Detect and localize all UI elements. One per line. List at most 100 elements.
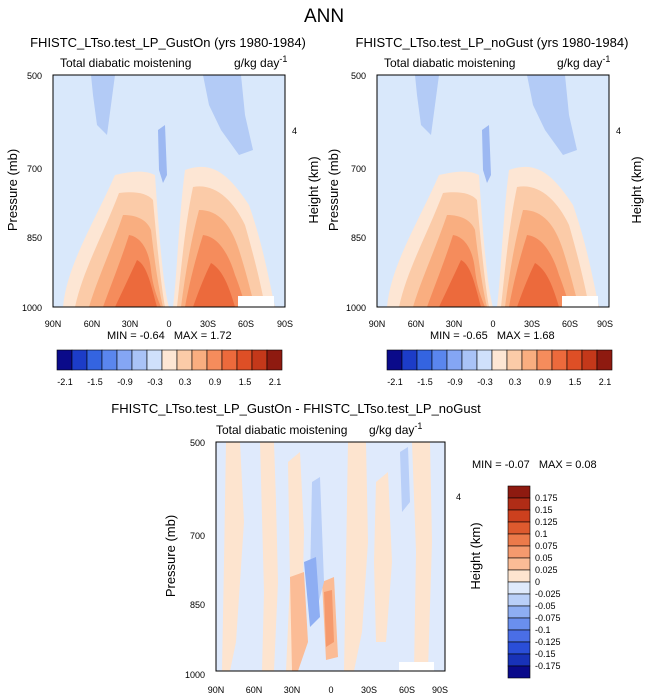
colorbar-swatch [191,349,208,371]
panel-1-colorbar-label: -1.5 [87,377,103,387]
panel-2-x-tick-label: 60S [562,319,578,329]
panel-3-contour-pos-strip-5 [374,472,392,642]
colorbar-swatch [161,349,178,371]
panel-3-colorbar-label: 0.1 [535,529,548,539]
panel-3-colorbar-label: -0.15 [535,649,556,659]
panel-1-y-axis-title: Pressure (mb) [5,149,20,231]
panel-1-y-tick-label: 850 [27,233,42,243]
colorbar-swatch [476,349,493,371]
colorbar-swatch [416,349,433,371]
colorbar-swatch [551,349,568,371]
panel-1-plot-area [52,74,286,308]
panel-3-colorbar-label: -0.05 [535,601,556,611]
panel-3-contour-pos-strip-6 [412,442,432,671]
panel-1-contour-pos-5b [193,263,235,307]
panel-2-missing-region [562,296,598,307]
panel-1-x-tick-label: 90S [277,319,293,329]
panel-1-right-tick-label: 4 [292,126,297,136]
panel-3-colorbar-label: 0.175 [535,493,558,503]
panel-2-colorbar-label: -2.1 [387,377,403,387]
panel-3-plot-area [215,441,446,672]
colorbar-swatch [386,349,403,371]
panel-3-contour-pos-strip-4 [344,442,368,671]
colorbar-swatch [401,349,418,371]
colorbar-swatch [596,349,613,371]
panel-3-x-tick-label: 90N [208,685,225,695]
colorbar-swatch [507,641,531,655]
panel-1-plot-frame [52,74,286,308]
panel-2-variable-label: Total diabatic moistening [384,56,515,70]
panel-2-plot-area [376,74,610,308]
colorbar-swatch [521,349,538,371]
panel-3-colorbar-label: 0.05 [535,553,553,563]
panel-3-y-tick-label: 850 [190,600,205,610]
panel-3-contour-neg-2 [304,557,320,627]
panel-2-y-tick-label: 850 [351,233,366,243]
panel-3-title: FHISTC_LTso.test_LP_GustOn - FHISTC_LTso… [111,401,481,416]
panel-1-colorbar-label: -0.9 [117,377,133,387]
colorbar-swatch [507,617,531,631]
colorbar-swatch [507,497,531,511]
panel-1-contour-blue-equator [158,125,167,183]
panel-2-contour-pos-5 [439,260,481,307]
panel-3-y-tick-label: 500 [190,438,205,448]
panel-3-x-tick-label: 90S [432,685,448,695]
colorbar-swatch [251,349,268,371]
colorbar-swatch [86,349,103,371]
panel-3-x-tick-label: 30S [361,685,377,695]
panel-2-colorbar-label: -0.9 [447,377,463,387]
panel-3-units: g/kg day-1 [369,421,422,437]
colorbar-swatch [236,349,253,371]
panel-1-y-tick-label: 500 [27,71,42,81]
panel-3-contour-pos-core-3 [324,590,334,647]
panel-1-colorbar-label: 1.5 [239,377,252,387]
panel-1-title: FHISTC_LTso.test_LP_GustOn (yrs 1980-198… [30,35,306,50]
panel-1-units: g/kg day-1 [234,54,287,70]
colorbar-swatch [431,349,448,371]
panel-no-gust: FHISTC_LTso.test_LP_noGust (yrs 1980-198… [326,35,644,387]
colorbar-swatch [266,349,283,371]
panel-1-colorbar-label: 0.9 [209,377,222,387]
panel-1-contour-blue-north [91,75,115,135]
panel-3-colorbar-label: 0.15 [535,505,553,515]
panel-3-contour-pos-strip-1 [222,442,244,671]
panel-2-colorbar-label: 0.9 [539,377,552,387]
panel-2-contour-blue-equator [482,125,491,183]
panel-1-colorbar-label: -0.3 [147,377,163,387]
panel-3-colorbar-label: 0.075 [535,541,558,551]
colorbar-swatch [507,605,531,619]
panel-3-colorbar-label: -0.1 [535,625,551,635]
colorbar-swatch [116,349,133,371]
panel-3-colorbar-label: -0.025 [535,589,561,599]
panel-2-right-axis-title: Height (km) [629,156,644,223]
panel-3-stats: MIN = -0.07 MAX = 0.08 [472,459,597,471]
colorbar-swatch [71,349,88,371]
colorbar-swatch [101,349,118,371]
panel-2-y-tick-label: 500 [351,71,366,81]
panel-3-missing-region [399,662,434,671]
panel-2-title: FHISTC_LTso.test_LP_noGust (yrs 1980-198… [356,35,629,50]
panel-2-contour-blue-north [415,75,439,135]
panel-3-colorbar-label: -0.175 [535,661,561,671]
panel-gust-on: FHISTC_LTso.test_LP_GustOn (yrs 1980-198… [5,35,321,387]
colorbar-swatch [507,593,531,607]
colorbar-swatch [206,349,223,371]
colorbar-swatch [507,509,531,523]
panel-3-colorbar-label: -0.075 [535,613,561,623]
panel-2-x-tick-label: 90N [369,319,386,329]
colorbar-swatch [507,557,531,571]
panel-1-contour-blue-south [203,75,253,155]
panel-3-variable-label: Total diabatic moistening [216,423,347,437]
panel-2-x-tick-label: 90S [597,319,613,329]
colorbar-swatch [131,349,148,371]
colorbar-swatch [56,349,73,371]
colorbar-swatch [461,349,478,371]
panel-1-x-tick-label: 30N [122,319,139,329]
panel-2-colorbar-label: 2.1 [599,377,612,387]
panel-1-right-axis-title: Height (km) [306,156,321,223]
panel-2-colorbar [386,349,613,371]
panel-1-x-tick-label: 0 [166,319,171,329]
panel-3-contour-neg-3 [400,447,410,512]
panel-3-right-tick-label: 4 [456,492,461,502]
panel-2-colorbar-label: -1.5 [417,377,433,387]
